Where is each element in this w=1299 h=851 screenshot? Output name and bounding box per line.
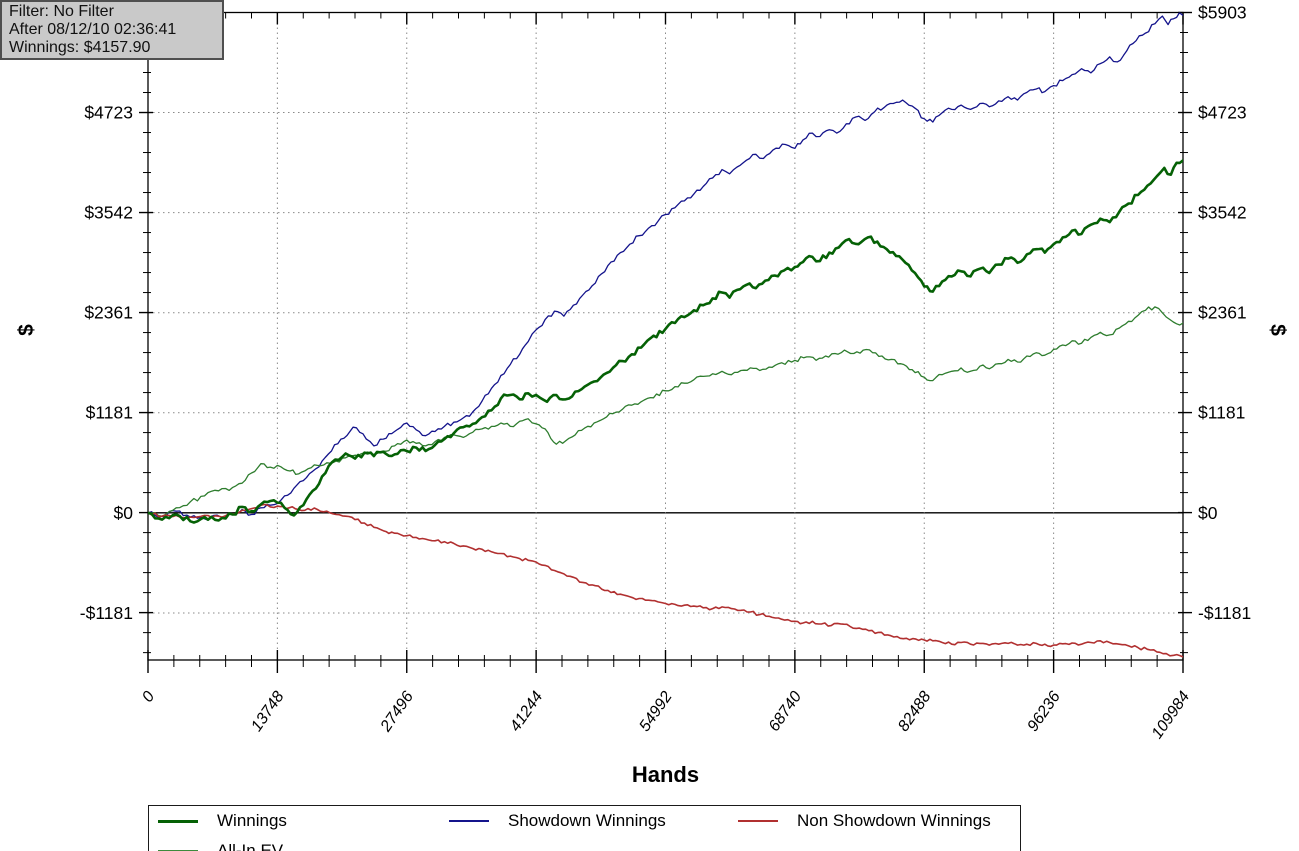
svg-text:$4723: $4723 — [84, 103, 133, 123]
x-axis-title: Hands — [631, 762, 700, 787]
svg-text:$1181: $1181 — [1198, 403, 1245, 423]
svg-text:96236: 96236 — [1024, 688, 1064, 734]
y-axis-label-right: $ — [1266, 324, 1289, 336]
svg-text:$1181: $1181 — [86, 403, 133, 423]
tooltip-filter-line: Filter: No Filter — [9, 3, 114, 20]
svg-text:82488: 82488 — [895, 688, 935, 734]
showdown-winnings-line-swatch — [449, 820, 489, 822]
svg-text:$2361: $2361 — [84, 303, 133, 323]
non-showdown-winnings-line-swatch — [738, 820, 778, 822]
svg-text:$5903: $5903 — [1198, 3, 1247, 23]
svg-text:41244: 41244 — [507, 688, 547, 734]
svg-text:109984: 109984 — [1149, 688, 1194, 742]
legend-item-showdown-winnings: Showdown Winnings — [440, 811, 729, 831]
legend: Winnings Showdown Winnings Non Showdown … — [148, 805, 1021, 851]
svg-text:68740: 68740 — [766, 688, 806, 734]
svg-text:$3542: $3542 — [1198, 203, 1247, 223]
filter-tooltip: Filter: No Filter After 08/12/10 02:36:4… — [0, 0, 224, 60]
svg-text:0: 0 — [139, 688, 158, 705]
legend-label: Showdown Winnings — [508, 811, 666, 830]
legend-item-non-showdown-winnings: Non Showdown Winnings — [729, 811, 1020, 831]
legend-label: All-In EV — [217, 841, 284, 851]
svg-text:54992: 54992 — [636, 688, 676, 734]
winnings-line-swatch — [158, 819, 198, 823]
svg-text:$0: $0 — [114, 503, 134, 523]
tooltip-after-line: After 08/12/10 02:36:41 — [9, 21, 177, 38]
legend-item-winnings: Winnings — [149, 811, 440, 831]
svg-text:27496: 27496 — [377, 688, 417, 735]
tooltip-winnings-line: Winnings: $4157.90 — [9, 39, 151, 56]
y-axis-label-left: $ — [15, 324, 38, 336]
svg-text:-$1181: -$1181 — [80, 603, 133, 623]
svg-text:-$1181: -$1181 — [1198, 603, 1251, 623]
svg-text:$0: $0 — [1198, 503, 1218, 523]
svg-text:$3542: $3542 — [84, 203, 133, 223]
svg-text:$2361: $2361 — [1198, 303, 1247, 323]
svg-text:$4723: $4723 — [1198, 103, 1247, 123]
legend-label: Winnings — [217, 811, 287, 830]
legend-item-all-in-ev: All-In EV — [149, 841, 440, 851]
svg-text:13748: 13748 — [248, 688, 288, 734]
legend-label: Non Showdown Winnings — [797, 811, 991, 830]
